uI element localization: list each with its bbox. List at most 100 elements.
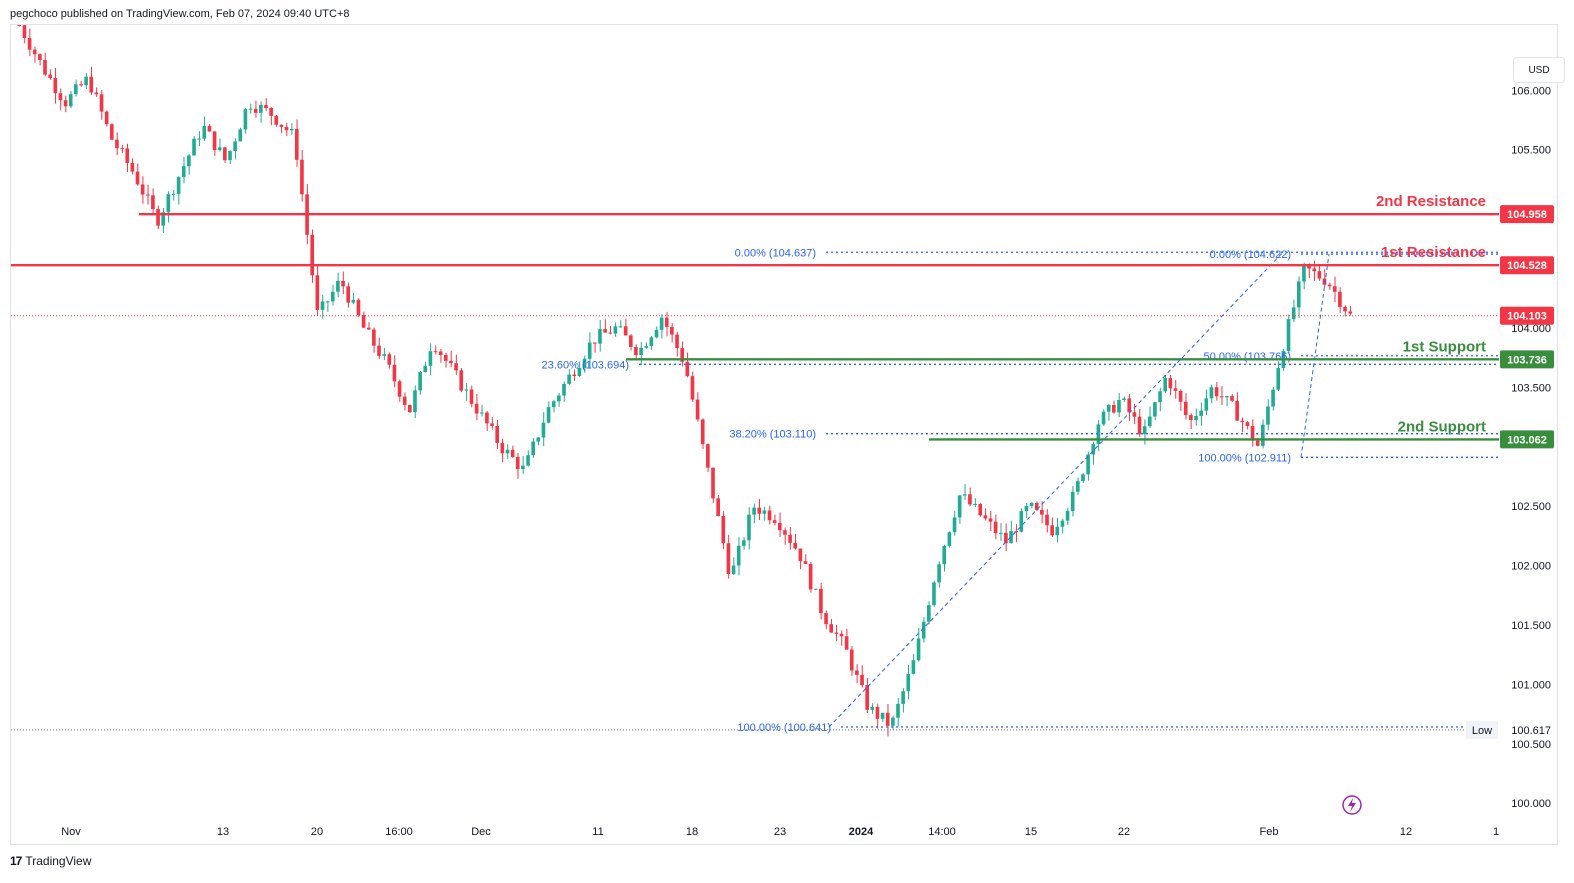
x-tick-label: 2024 bbox=[849, 826, 874, 838]
candle-body bbox=[515, 457, 520, 470]
candle-body bbox=[485, 412, 489, 424]
level-price-label: 104.528 bbox=[1507, 260, 1547, 272]
candle-body bbox=[140, 184, 145, 195]
candle-body bbox=[654, 329, 659, 338]
candle-body bbox=[1014, 531, 1018, 533]
x-tick-label: 14:00 bbox=[928, 826, 956, 838]
x-tick-label: 13 bbox=[217, 826, 229, 838]
candle-body bbox=[1317, 271, 1322, 279]
candle-body bbox=[1255, 440, 1260, 446]
candle-body bbox=[546, 407, 551, 423]
candle-body bbox=[361, 314, 366, 328]
fib-label-right: 0.00% (104.622) bbox=[1210, 249, 1291, 261]
candle-body bbox=[372, 329, 376, 346]
publisher-header: pegchoco published on TradingView.com, F… bbox=[10, 8, 350, 20]
fib-trendline-2 bbox=[1300, 253, 1330, 458]
candle-body bbox=[377, 345, 381, 356]
candle-body bbox=[1261, 424, 1265, 446]
currency-button[interactable]: USD bbox=[1513, 57, 1565, 83]
candle-body bbox=[89, 76, 94, 93]
candle-body bbox=[921, 621, 926, 639]
low-tag-label: Low bbox=[1472, 725, 1492, 737]
candle-body bbox=[341, 280, 345, 287]
footer-brand: 17 TradingView bbox=[10, 854, 91, 868]
candle-body bbox=[988, 518, 993, 522]
candle-body bbox=[695, 399, 700, 420]
candle-body bbox=[1009, 531, 1013, 544]
candle-body bbox=[259, 105, 263, 113]
candle-body bbox=[772, 520, 777, 523]
level-name: 2nd Resistance bbox=[1376, 193, 1486, 210]
candle-body bbox=[1055, 526, 1060, 536]
candle-body bbox=[1240, 420, 1245, 423]
candle-body bbox=[824, 613, 828, 625]
candle-body bbox=[17, 25, 22, 26]
candle-body bbox=[171, 193, 176, 195]
lightning-bolt-icon bbox=[1348, 798, 1356, 812]
candle-body bbox=[1327, 284, 1332, 287]
candle-body bbox=[48, 74, 52, 78]
candle-body bbox=[901, 691, 905, 704]
x-tick-label: 18 bbox=[686, 826, 698, 838]
candle-body bbox=[613, 326, 618, 334]
candle-body bbox=[1163, 378, 1168, 392]
candle-body bbox=[120, 148, 124, 150]
candle-body bbox=[356, 299, 361, 315]
candle-body bbox=[798, 548, 803, 562]
candle-body bbox=[27, 37, 32, 50]
candle-body bbox=[176, 177, 181, 194]
candle-body bbox=[1245, 422, 1250, 427]
brand-name: TradingView bbox=[25, 854, 92, 868]
fib-label-left: 0.00% (104.637) bbox=[735, 247, 816, 259]
candle-body bbox=[957, 495, 962, 518]
candle-body bbox=[1296, 281, 1301, 308]
level-price-label: 104.958 bbox=[1507, 209, 1547, 221]
chart-frame: 106.000 105.500 104.000 103.500 102.500 102.0… bbox=[10, 24, 1565, 846]
candle-body bbox=[855, 670, 859, 675]
candle-body bbox=[968, 494, 972, 505]
candle-body bbox=[53, 77, 58, 94]
candle-body bbox=[767, 510, 772, 521]
x-tick-label: 22 bbox=[1118, 826, 1130, 838]
price-chart[interactable]: 106.000 105.500 104.000 103.500 102.500 102.0… bbox=[11, 25, 1559, 846]
x-tick-label: 23 bbox=[774, 826, 786, 838]
candle-body bbox=[1147, 416, 1152, 427]
candle-body bbox=[228, 151, 232, 161]
x-tick-label: 20 bbox=[311, 826, 323, 838]
candle-body bbox=[896, 703, 900, 718]
candle-body bbox=[973, 503, 977, 505]
candle-body bbox=[813, 588, 818, 590]
candle-body bbox=[274, 115, 279, 125]
candle-body bbox=[202, 125, 207, 139]
candle-body bbox=[320, 301, 325, 310]
candle-body bbox=[891, 717, 895, 726]
candle-body bbox=[1173, 388, 1178, 391]
candle-body bbox=[454, 363, 458, 371]
candle-body bbox=[510, 449, 515, 458]
candle-body bbox=[469, 389, 474, 404]
candle-body bbox=[870, 706, 875, 710]
candle-body bbox=[74, 84, 78, 95]
low-tag-bg bbox=[1466, 720, 1498, 739]
candle-body bbox=[947, 532, 952, 546]
level-name: 1st Resistance bbox=[1381, 244, 1486, 261]
candle-body bbox=[659, 317, 664, 330]
y-tick-label: 101.000 bbox=[1511, 679, 1551, 691]
candle-body bbox=[1004, 532, 1008, 544]
candle-body bbox=[726, 543, 731, 575]
candle-body bbox=[608, 332, 613, 334]
candle-body bbox=[315, 275, 320, 310]
candle-body bbox=[63, 100, 68, 107]
candle-body bbox=[187, 155, 191, 167]
y-tick-label: 106.000 bbox=[1511, 85, 1551, 97]
candle-body bbox=[1122, 398, 1126, 400]
candle-body bbox=[1168, 378, 1173, 389]
candle-body bbox=[269, 108, 273, 116]
candle-body bbox=[433, 351, 438, 353]
candle-body bbox=[598, 329, 602, 344]
candle-body bbox=[849, 649, 854, 671]
candle-body bbox=[1312, 268, 1317, 272]
candle-body bbox=[1271, 389, 1275, 407]
candle-body bbox=[1291, 307, 1296, 320]
candle-body bbox=[264, 105, 268, 109]
